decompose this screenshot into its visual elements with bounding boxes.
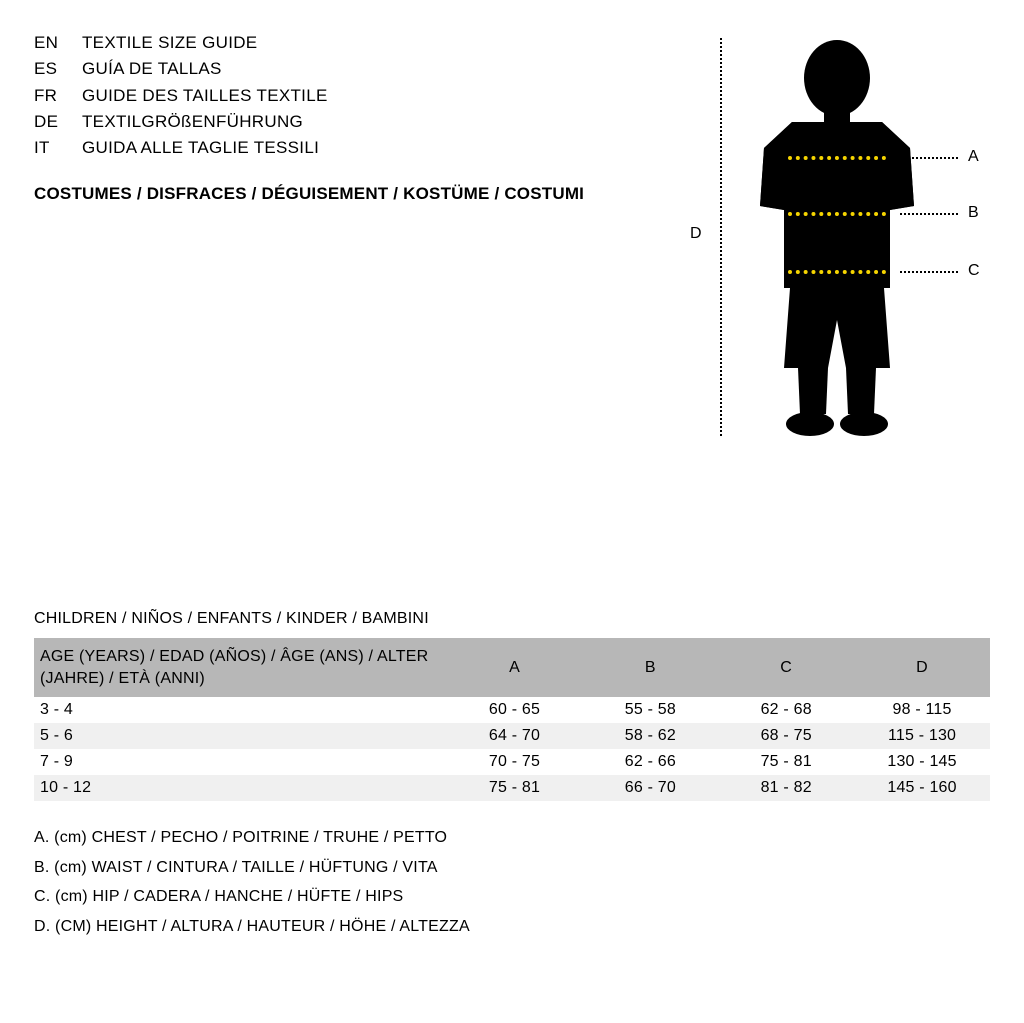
leader-line-c — [900, 271, 958, 273]
language-list: EN TEXTILE SIZE GUIDE ES GUÍA DE TALLAS … — [34, 30, 584, 162]
lang-code: FR — [34, 83, 82, 109]
size-diagram: D — [690, 30, 990, 450]
cell-a: 70 - 75 — [447, 749, 583, 775]
table-header-row: AGE (YEARS) / EDAD (AÑOS) / ÂGE (ANS) / … — [34, 638, 990, 697]
child-silhouette-icon — [742, 38, 932, 436]
diagram-label-a: A — [968, 148, 979, 166]
legend-line: D. (CM) HEIGHT / ALTURA / HAUTEUR / HÖHE… — [34, 912, 990, 942]
cell-age: 3 - 4 — [34, 697, 447, 723]
cell-d: 145 - 160 — [854, 775, 990, 801]
legend-line: B. (cm) WAIST / CINTURA / TAILLE / HÜFTU… — [34, 853, 990, 883]
lang-code: DE — [34, 109, 82, 135]
table-row: 3 - 4 60 - 65 55 - 58 62 - 68 98 - 115 — [34, 697, 990, 723]
header-text-block: EN TEXTILE SIZE GUIDE ES GUÍA DE TALLAS … — [34, 30, 584, 204]
table-title: CHILDREN / NIÑOS / ENFANTS / KINDER / BA… — [34, 610, 990, 628]
leader-line-a — [900, 157, 958, 159]
measure-line-c — [788, 270, 886, 274]
lang-row: EN TEXTILE SIZE GUIDE — [34, 30, 584, 56]
height-guide-line — [720, 38, 722, 436]
size-table: AGE (YEARS) / EDAD (AÑOS) / ÂGE (ANS) / … — [34, 638, 990, 801]
cell-a: 75 - 81 — [447, 775, 583, 801]
lang-row: FR GUIDE DES TAILLES TEXTILE — [34, 83, 584, 109]
lang-text: GUIDE DES TAILLES TEXTILE — [82, 83, 328, 109]
cell-age: 7 - 9 — [34, 749, 447, 775]
lang-text: GUIDA ALLE TAGLIE TESSILI — [82, 135, 319, 161]
cell-d: 130 - 145 — [854, 749, 990, 775]
lang-code: EN — [34, 30, 82, 56]
lang-row: IT GUIDA ALLE TAGLIE TESSILI — [34, 135, 584, 161]
cell-b: 62 - 66 — [582, 749, 718, 775]
diagram-label-c: C — [968, 262, 980, 280]
lang-text: TEXTILGRÖßENFÜHRUNG — [82, 109, 303, 135]
cell-c: 62 - 68 — [718, 697, 854, 723]
lang-code: ES — [34, 56, 82, 82]
table-header-a: A — [447, 638, 583, 697]
top-section: EN TEXTILE SIZE GUIDE ES GUÍA DE TALLAS … — [34, 30, 990, 450]
cell-c: 81 - 82 — [718, 775, 854, 801]
diagram-label-d: D — [690, 225, 702, 243]
legend: A. (cm) CHEST / PECHO / POITRINE / TRUHE… — [34, 823, 990, 941]
cell-age: 10 - 12 — [34, 775, 447, 801]
cell-a: 60 - 65 — [447, 697, 583, 723]
cell-d: 98 - 115 — [854, 697, 990, 723]
lang-row: DE TEXTILGRÖßENFÜHRUNG — [34, 109, 584, 135]
cell-b: 55 - 58 — [582, 697, 718, 723]
table-header-b: B — [582, 638, 718, 697]
cell-c: 68 - 75 — [718, 723, 854, 749]
table-row: 5 - 6 64 - 70 58 - 62 68 - 75 115 - 130 — [34, 723, 990, 749]
table-header-c: C — [718, 638, 854, 697]
lang-code: IT — [34, 135, 82, 161]
lang-text: GUÍA DE TALLAS — [82, 56, 222, 82]
lang-row: ES GUÍA DE TALLAS — [34, 56, 584, 82]
legend-line: A. (cm) CHEST / PECHO / POITRINE / TRUHE… — [34, 823, 990, 853]
cell-b: 66 - 70 — [582, 775, 718, 801]
diagram-label-b: B — [968, 204, 979, 222]
table-header-age: AGE (YEARS) / EDAD (AÑOS) / ÂGE (ANS) / … — [34, 638, 447, 697]
legend-line: C. (cm) HIP / CADERA / HANCHE / HÜFTE / … — [34, 882, 990, 912]
costumes-heading: COSTUMES / DISFRACES / DÉGUISEMENT / KOS… — [34, 184, 584, 204]
cell-d: 115 - 130 — [854, 723, 990, 749]
table-header-d: D — [854, 638, 990, 697]
table-row: 7 - 9 70 - 75 62 - 66 75 - 81 130 - 145 — [34, 749, 990, 775]
table-row: 10 - 12 75 - 81 66 - 70 81 - 82 145 - 16… — [34, 775, 990, 801]
cell-b: 58 - 62 — [582, 723, 718, 749]
size-table-section: CHILDREN / NIÑOS / ENFANTS / KINDER / BA… — [34, 610, 990, 942]
leader-line-b — [900, 213, 958, 215]
lang-text: TEXTILE SIZE GUIDE — [82, 30, 257, 56]
cell-a: 64 - 70 — [447, 723, 583, 749]
cell-c: 75 - 81 — [718, 749, 854, 775]
cell-age: 5 - 6 — [34, 723, 447, 749]
measure-line-b — [788, 212, 886, 216]
measure-line-a — [788, 156, 886, 160]
